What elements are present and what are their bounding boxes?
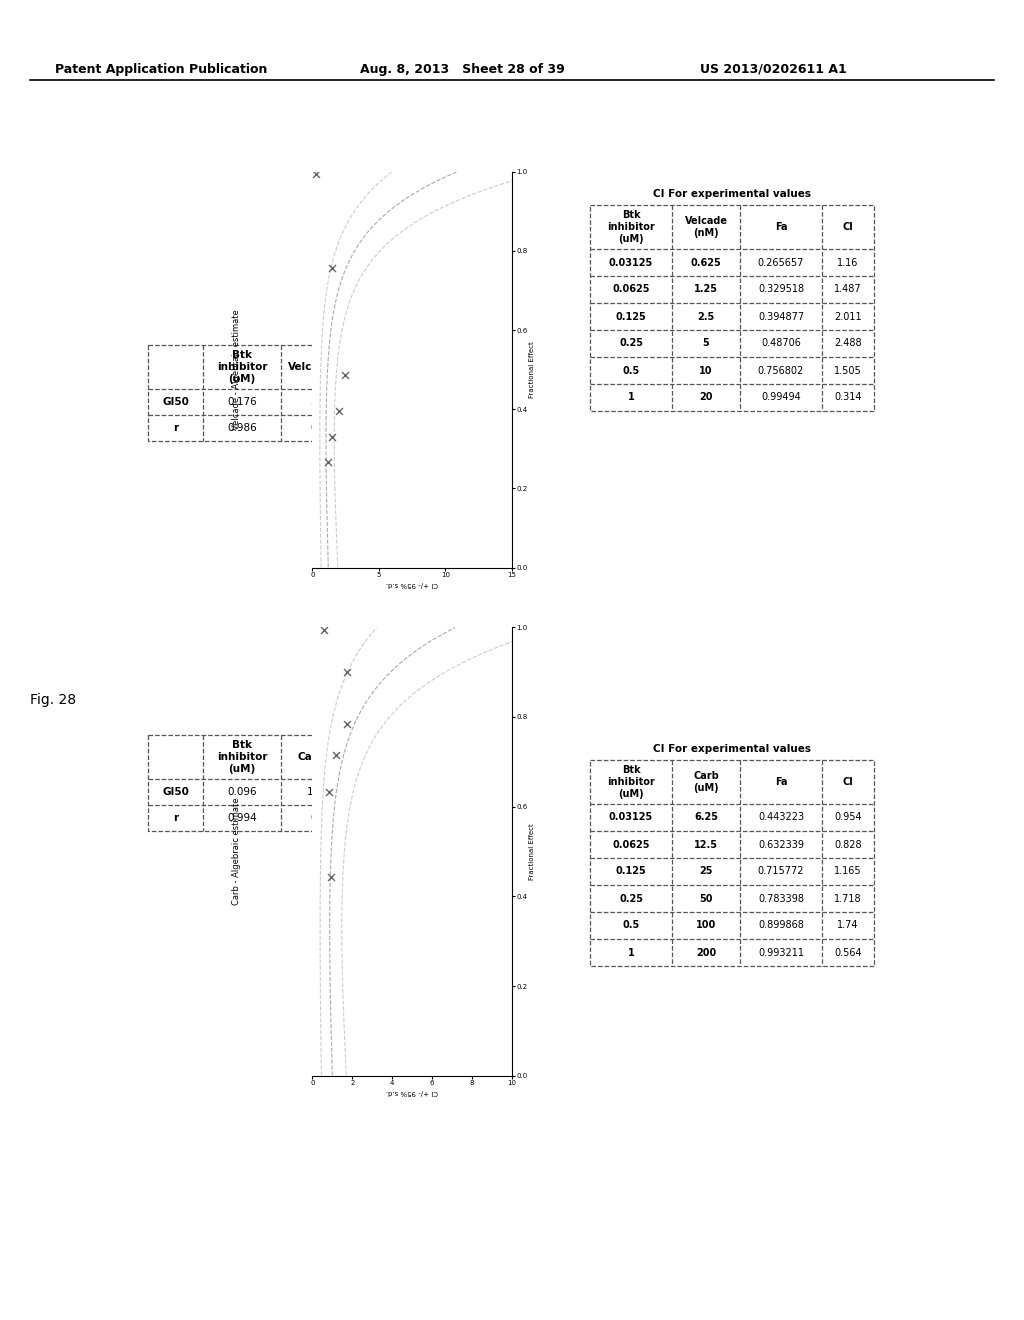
Point [337, 364, 353, 385]
Text: 0.096: 0.096 [227, 787, 257, 797]
Text: GI50: GI50 [162, 787, 189, 797]
Text: 5: 5 [702, 338, 710, 348]
Text: 0.394877: 0.394877 [758, 312, 804, 322]
Text: 0.25: 0.25 [618, 338, 643, 348]
Text: 2.011: 2.011 [835, 312, 862, 322]
Text: 0.986: 0.986 [227, 422, 257, 433]
Text: Fa: Fa [775, 222, 787, 232]
Text: 0.03125: 0.03125 [609, 813, 653, 822]
Point [308, 164, 325, 185]
Text: 25: 25 [699, 866, 713, 876]
Point [321, 781, 337, 803]
Text: 1.718: 1.718 [835, 894, 862, 903]
Text: Carb(uM): Carb(uM) [298, 752, 352, 762]
Text: 1.505: 1.505 [835, 366, 862, 375]
Text: 2.488: 2.488 [835, 338, 862, 348]
Text: 0.625: 0.625 [690, 257, 721, 268]
Text: Carb - Algebraic estimate: Carb - Algebraic estimate [232, 797, 241, 906]
Point [325, 257, 341, 279]
Text: CI For experimental values: CI For experimental values [653, 189, 811, 199]
X-axis label: CI +/- 95% s.d.: CI +/- 95% s.d. [386, 1089, 438, 1094]
Text: 0.899868: 0.899868 [758, 920, 804, 931]
Text: 0.632339: 0.632339 [758, 840, 804, 850]
Text: 6.25: 6.25 [694, 813, 718, 822]
Text: 10: 10 [699, 366, 713, 375]
Text: 0.5: 0.5 [623, 366, 640, 375]
Text: 0.265657: 0.265657 [758, 257, 804, 268]
Text: 0.176: 0.176 [227, 397, 257, 407]
Text: 0.990: 0.990 [310, 813, 340, 822]
Text: 0.850: 0.850 [310, 422, 340, 433]
Text: US 2013/0202611 A1: US 2013/0202611 A1 [700, 63, 847, 77]
Text: 200: 200 [696, 948, 716, 957]
Text: 0.993211: 0.993211 [758, 948, 804, 957]
Point [324, 426, 340, 447]
Text: Aug. 8, 2013   Sheet 28 of 39: Aug. 8, 2013 Sheet 28 of 39 [360, 63, 565, 77]
Text: 1.165: 1.165 [835, 866, 862, 876]
Text: CI: CI [843, 777, 853, 787]
Point [328, 744, 344, 766]
Text: Velcade(uM): Velcade(uM) [289, 362, 361, 372]
Text: Fig. 28: Fig. 28 [30, 693, 76, 708]
Text: Carb
(uM): Carb (uM) [693, 771, 719, 793]
Text: 20: 20 [699, 392, 713, 403]
Text: Btk
inhibitor
(uM): Btk inhibitor (uM) [217, 741, 267, 774]
Point [339, 661, 355, 682]
Text: 0.443223: 0.443223 [758, 813, 804, 822]
Text: 0.783398: 0.783398 [758, 894, 804, 903]
Text: 2.5: 2.5 [697, 312, 715, 322]
Point [331, 401, 347, 422]
Text: 0.03125: 0.03125 [609, 257, 653, 268]
Text: CI For experimental values: CI For experimental values [653, 744, 811, 754]
X-axis label: CI +/- 95% s.d.: CI +/- 95% s.d. [386, 581, 438, 586]
Text: 1: 1 [628, 948, 635, 957]
Text: 12.5: 12.5 [694, 840, 718, 850]
Text: Velcade - Algebraic estimate: Velcade - Algebraic estimate [232, 309, 241, 430]
Text: Fa: Fa [775, 777, 787, 787]
Text: 1.74: 1.74 [838, 920, 859, 931]
Y-axis label: Fractional Effect: Fractional Effect [528, 342, 535, 397]
Text: 0.828: 0.828 [835, 840, 862, 850]
Text: Btk
inhibitor
(uM): Btk inhibitor (uM) [607, 210, 655, 244]
Text: 0.0625: 0.0625 [612, 285, 650, 294]
Text: 50: 50 [699, 894, 713, 903]
Text: 1.25: 1.25 [694, 285, 718, 294]
Text: 0.564: 0.564 [835, 948, 862, 957]
Text: 1.16: 1.16 [838, 257, 859, 268]
Text: 0.99494: 0.99494 [761, 392, 801, 403]
Text: Btk
inhibitor
(uM): Btk inhibitor (uM) [607, 766, 655, 799]
Text: 0.48706: 0.48706 [761, 338, 801, 348]
Text: 0.329518: 0.329518 [758, 285, 804, 294]
Text: GI50: GI50 [162, 397, 189, 407]
Text: 0.756802: 0.756802 [758, 366, 804, 375]
Text: 100: 100 [696, 920, 716, 931]
Text: r: r [173, 422, 178, 433]
Text: 0.0625: 0.0625 [612, 840, 650, 850]
Point [324, 866, 340, 887]
Text: CI: CI [843, 222, 853, 232]
Text: 15.382: 15.382 [307, 787, 343, 797]
Text: 1.487: 1.487 [835, 285, 862, 294]
Text: 0.954: 0.954 [835, 813, 862, 822]
Text: 0.5: 0.5 [623, 920, 640, 931]
Point [339, 714, 355, 735]
Text: 5.434: 5.434 [310, 397, 340, 407]
Text: Patent Application Publication: Patent Application Publication [55, 63, 267, 77]
Text: 0.125: 0.125 [615, 866, 646, 876]
Y-axis label: Fractional Effect: Fractional Effect [528, 824, 535, 879]
Point [315, 619, 332, 640]
Text: Btk
inhibitor
(uM): Btk inhibitor (uM) [217, 350, 267, 384]
Text: 0.314: 0.314 [835, 392, 862, 403]
Text: Velcade
(nM): Velcade (nM) [684, 216, 727, 238]
Text: r: r [173, 813, 178, 822]
Text: 0.125: 0.125 [615, 312, 646, 322]
Text: 1: 1 [628, 392, 635, 403]
Text: 0.715772: 0.715772 [758, 866, 804, 876]
Text: 0.25: 0.25 [618, 894, 643, 903]
Text: 0.994: 0.994 [227, 813, 257, 822]
Point [319, 451, 336, 473]
